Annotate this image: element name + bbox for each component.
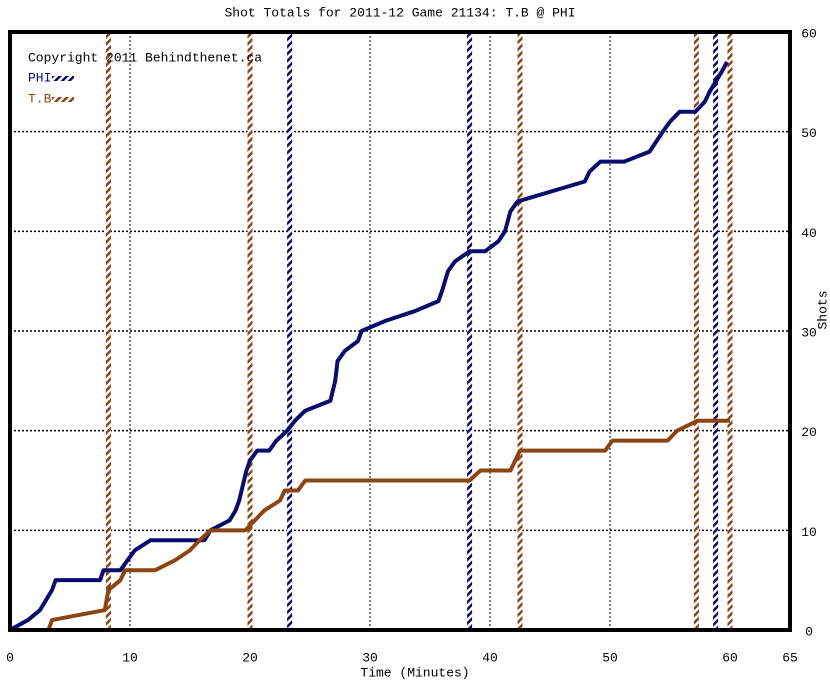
series-line	[10, 418, 730, 632]
x-tick-label: 60	[722, 650, 738, 665]
chart-title: Shot Totals for 2011-12 Game 21134: T.B …	[224, 5, 575, 20]
y-tick-label: 30	[801, 325, 817, 340]
x-axis-label: Time (Minutes)	[360, 665, 469, 680]
goal-line	[727, 32, 733, 630]
y-tick-label: 0	[805, 624, 813, 639]
legend-label: T.B	[28, 91, 52, 106]
x-tick-label: 0	[6, 650, 14, 665]
goal-line	[287, 32, 293, 630]
y-tick-label: 60	[801, 26, 817, 41]
x-tick-label: 65	[782, 650, 798, 665]
goal-line	[713, 32, 719, 630]
plot-frame	[8, 30, 792, 632]
x-tick-label: 40	[482, 650, 498, 665]
goal-line	[467, 32, 473, 630]
goal-line	[105, 32, 111, 630]
series-line	[9, 60, 729, 632]
goal-line	[247, 32, 253, 630]
y-tick-label: 40	[801, 226, 817, 241]
y-tick-label: 50	[801, 126, 817, 141]
x-tick-label: 30	[362, 650, 378, 665]
legend-label: PHI	[28, 70, 51, 85]
legend-swatch	[52, 97, 74, 102]
x-tick-label: 20	[242, 650, 258, 665]
copyright: Copyright 2011 Behindthenet.ca	[28, 50, 262, 65]
x-tick-label: 50	[602, 650, 618, 665]
y-axis-label: Shots	[815, 290, 830, 329]
goal-line	[517, 32, 523, 630]
y-tick-label: 20	[801, 425, 817, 440]
goal-line	[693, 32, 699, 630]
y-tick-label: 10	[801, 525, 817, 540]
legend-swatch	[52, 76, 74, 81]
x-tick-label: 10	[122, 650, 138, 665]
